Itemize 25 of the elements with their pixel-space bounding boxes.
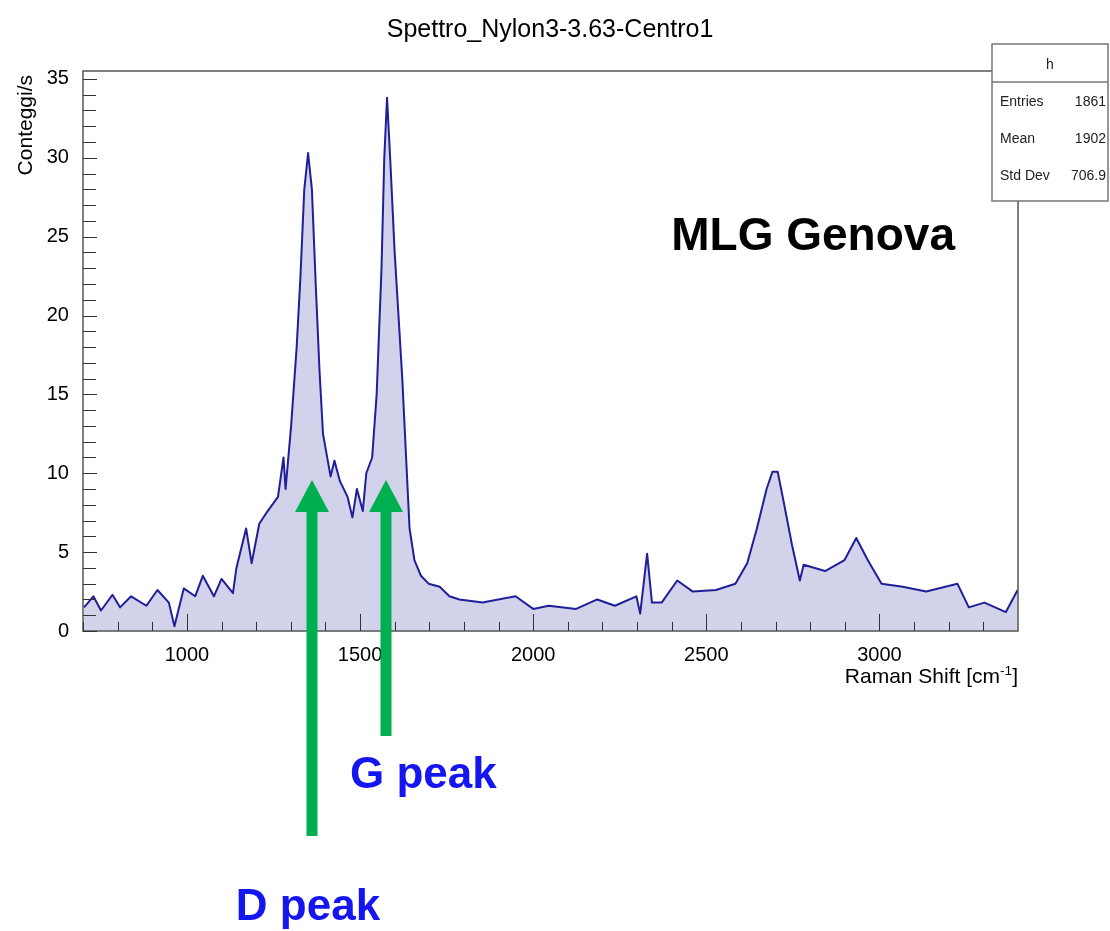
chart-title: Spettro_Nylon3-3.63-Centro1 — [386, 14, 714, 42]
y-tick-label: 10 — [46, 460, 69, 483]
y-tick-label: 5 — [57, 539, 69, 562]
y-tick-label: 20 — [46, 303, 69, 326]
annotation: Entries — [1000, 93, 1044, 109]
text: D peak — [235, 880, 381, 929]
x-tick-label: 2000 — [510, 642, 556, 665]
x-tick-label: 3000 — [857, 642, 902, 665]
annotation: MLG Genova — [671, 208, 956, 260]
text: 1861 — [1074, 93, 1107, 109]
text: G peak — [350, 748, 498, 797]
y-axis-title: Conteggi/s — [13, 74, 36, 176]
y-tick-label: 35 — [46, 66, 69, 89]
text: 1902 — [1074, 130, 1107, 146]
annotation: Mean — [1000, 130, 1036, 146]
x-tick-label: 2500 — [684, 642, 729, 665]
text: 706.9 — [1070, 167, 1107, 183]
annotation: Std Dev — [1000, 167, 1050, 183]
x-tick-label: 1000 — [164, 642, 210, 665]
y-tick-label: 15 — [46, 381, 69, 404]
y-tick-label: 25 — [46, 224, 69, 247]
y-tick-label: 0 — [57, 618, 69, 641]
text: h — [1046, 56, 1054, 72]
y-tick-label: 30 — [46, 145, 69, 168]
x-tick-label: 1500 — [337, 642, 383, 665]
